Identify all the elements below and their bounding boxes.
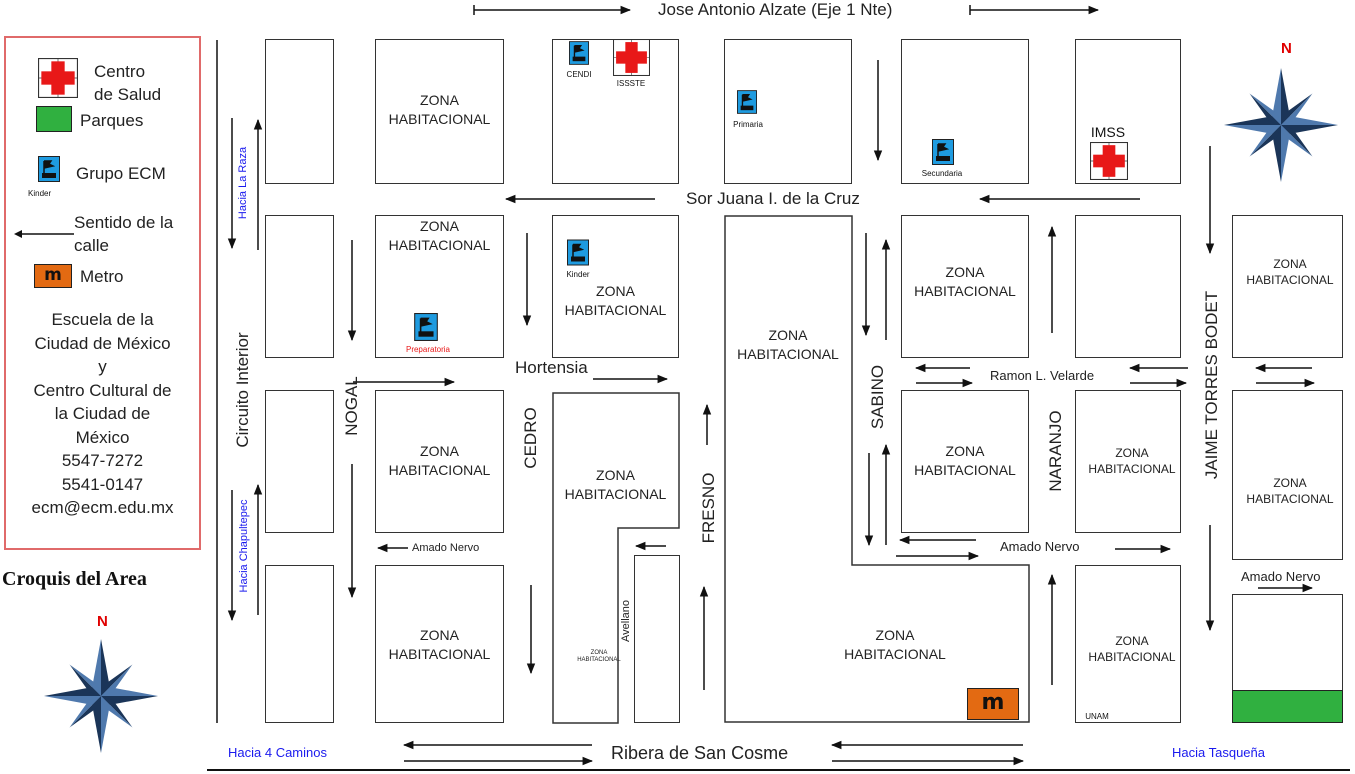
zone-label: ZONA HABITACIONAL xyxy=(1246,257,1334,287)
block xyxy=(1075,215,1181,358)
block xyxy=(634,555,680,723)
block-cedro-fresno xyxy=(552,392,680,724)
zone-label: ZONA HABITACIONAL xyxy=(1088,634,1176,664)
imss-health-icon xyxy=(1090,142,1128,180)
block xyxy=(901,390,1029,533)
park-swatch xyxy=(36,106,72,132)
street-naranjo: NARANJO xyxy=(1046,410,1065,492)
street-jaime-torres-bodet: JAIME TORRES BODET xyxy=(1202,290,1221,480)
zone-label: ZONA HABITACIONAL xyxy=(1088,446,1176,476)
street-hortensia: Hortensia xyxy=(515,358,588,377)
issste-label: ISSSTE xyxy=(616,79,646,88)
primaria-label: Primaria xyxy=(733,120,763,129)
zone-label: ZONA HABITACIONAL xyxy=(564,283,667,318)
direction-hacia-chapultepec: Hacia Chapultepec xyxy=(238,499,250,593)
secundaria-icon xyxy=(932,139,954,165)
street-sor-juana: Sor Juana I. de la Cruz xyxy=(686,189,860,208)
legend-panel: Centro de Salud Parques Kinder Grupo ECM… xyxy=(4,36,201,550)
block xyxy=(375,565,504,723)
street-fresno: FRESNO xyxy=(699,472,718,544)
info-line: Ciudad de México xyxy=(34,333,171,353)
zone-label: ZONA HABITACIONAL xyxy=(1246,476,1334,506)
block xyxy=(265,39,334,184)
block xyxy=(375,390,504,533)
direction-hacia-4-caminos: Hacia 4 Caminos xyxy=(228,745,327,760)
direction-hacia-la-raza: Hacia La Raza xyxy=(237,146,249,220)
street-cedro: CEDRO xyxy=(521,407,540,469)
legend-metro-label: Metro xyxy=(80,267,124,286)
unam-label: UNAM xyxy=(1085,712,1109,721)
info-email: ecm@ecm.edu.mx xyxy=(31,498,174,517)
street-direction-arrow-icon xyxy=(14,230,74,238)
info-line: Centro Cultural de xyxy=(33,380,172,400)
street-amado-nervo-right: Amado Nervo xyxy=(1241,569,1321,584)
zone-label-small: ZONA HABITACIONAL xyxy=(577,650,621,663)
info-phone: 5547-7272 xyxy=(61,451,144,470)
street-circuito-interior: Circuito Interior xyxy=(233,332,252,448)
street-ramon-velarde: Ramon L. Velarde xyxy=(990,368,1095,383)
block xyxy=(901,215,1029,358)
zone-label: ZONA HABITACIONAL xyxy=(914,264,1016,299)
block xyxy=(265,565,334,723)
legend-ecm-caption: Kinder xyxy=(28,189,52,198)
compass-north-label-right: N xyxy=(1281,40,1292,57)
info-line: México xyxy=(75,427,130,447)
block xyxy=(265,390,334,533)
zone-label: ZONA HABITACIONAL xyxy=(388,218,491,253)
legend-street-direction-label: Sentido de la calle xyxy=(74,213,174,255)
zone-label: ZONA HABITACIONAL xyxy=(914,443,1016,478)
park-area xyxy=(1232,690,1343,723)
zone-label: ZONA HABITACIONAL xyxy=(388,92,491,127)
metro-station-icon: m xyxy=(967,688,1019,720)
street-sabino: SABINO xyxy=(868,364,887,430)
info-line: y xyxy=(98,357,107,376)
zone-label: ZONA HABITACIONAL xyxy=(737,327,839,362)
zone-label: ZONA HABITACIONAL xyxy=(844,627,946,662)
compass-north-label: N xyxy=(97,613,108,630)
legend-ecm-label: Grupo ECM xyxy=(76,164,166,183)
block xyxy=(901,39,1029,184)
zone-label: ZONA HABITACIONAL xyxy=(388,627,491,662)
cendi-label: CENDI xyxy=(566,70,592,79)
block xyxy=(375,39,504,184)
info-line: la Ciudad de xyxy=(54,404,151,423)
preparatoria-icon xyxy=(414,313,438,341)
legend-parks-label: Parques xyxy=(80,111,144,130)
block xyxy=(265,215,334,358)
street-jose-antonio-alzate: Jose Antonio Alzate (Eje 1 Nte) xyxy=(658,0,893,19)
block xyxy=(1075,390,1181,533)
issste-health-icon xyxy=(613,39,650,76)
street-avellano: Avellano xyxy=(620,600,632,642)
imss-label: IMSS xyxy=(1090,124,1126,140)
block xyxy=(552,215,679,358)
metro-icon: m xyxy=(34,264,72,288)
street-amado-nervo-mid: Amado Nervo xyxy=(1000,539,1080,554)
cendi-icon xyxy=(569,40,589,66)
kinder-icon xyxy=(567,239,589,266)
direction-hacia-tasquena: Hacia Tasqueña xyxy=(1172,745,1265,760)
street-nogal: NOGAL xyxy=(342,376,361,436)
block-fresno-naranjo xyxy=(724,215,1030,723)
legend-contact-info: Escuela de la Ciudad de México y Centro … xyxy=(6,308,199,520)
zone-label: ZONA HABITACIONAL xyxy=(564,467,667,502)
legend-health-center-label: Centro de Salud xyxy=(94,62,162,104)
street-amado-nervo-left: Amado Nervo xyxy=(412,542,480,554)
secundaria-label: Secundaria xyxy=(921,169,963,178)
kinder-label: Kinder xyxy=(566,270,590,279)
primaria-icon xyxy=(737,89,757,115)
block xyxy=(1232,390,1343,560)
map-title: Croquis del Area xyxy=(2,568,147,590)
info-phone: 5541-0147 xyxy=(61,474,144,494)
preparatoria-label: Preparatoria xyxy=(405,345,451,354)
zone-label: ZONA HABITACIONAL xyxy=(388,443,491,478)
street-ribera-de-san-cosme: Ribera de San Cosme xyxy=(611,743,789,763)
block xyxy=(1075,565,1181,723)
info-line: Escuela de la xyxy=(51,310,154,329)
block xyxy=(375,215,504,358)
block xyxy=(1232,215,1343,358)
